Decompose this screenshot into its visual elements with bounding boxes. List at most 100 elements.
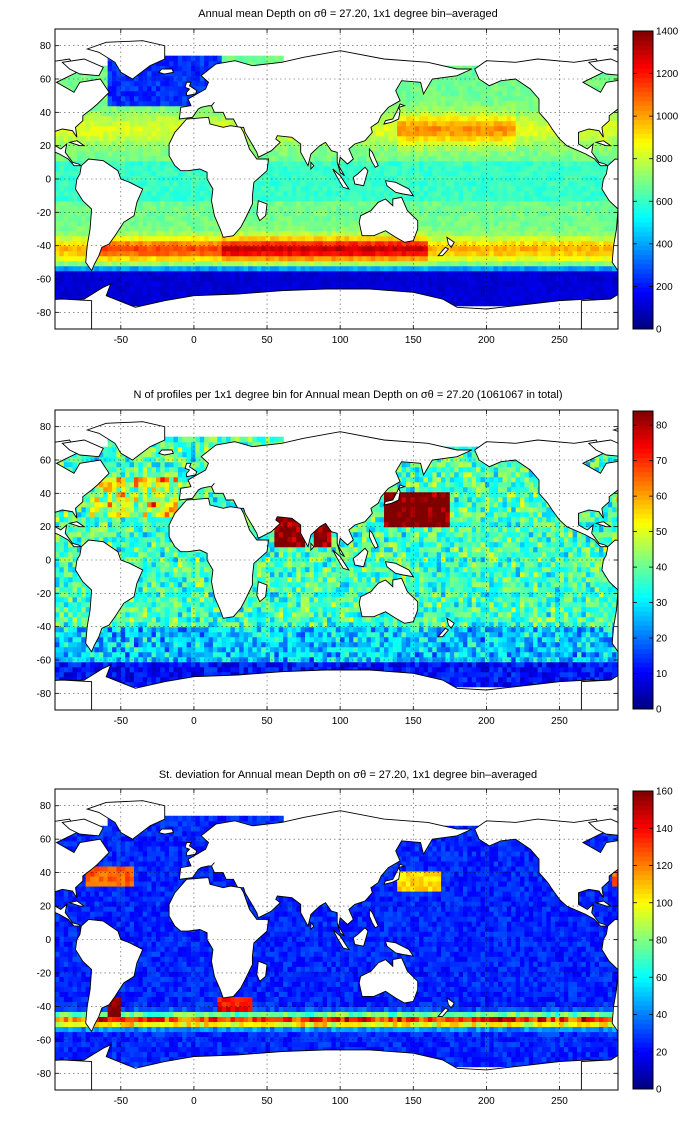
heat-cell (72, 275, 78, 282)
heat-cell (239, 260, 245, 267)
heat-cell (103, 95, 109, 102)
heat-cell (423, 175, 429, 182)
heat-cell (489, 245, 495, 252)
heat-cell (129, 155, 135, 162)
heat-cell (129, 120, 135, 127)
heat-cell (116, 160, 122, 167)
heat-cell (252, 285, 258, 292)
heat-cell (384, 265, 390, 272)
heat-cell (164, 180, 170, 187)
heat-cell (388, 160, 394, 167)
heat-cell (155, 255, 161, 262)
heat-cell (248, 225, 254, 232)
heat-cell (55, 205, 60, 212)
heat-cell (362, 185, 368, 192)
heat-cell (467, 85, 473, 92)
heat-cell (410, 205, 416, 212)
heat-cell (419, 95, 425, 102)
heat-cell (72, 210, 78, 217)
heat-cell (63, 270, 69, 277)
heat-cell (59, 235, 65, 242)
heat-cell (322, 155, 328, 162)
heat-cell (480, 120, 486, 127)
heat-cell (133, 290, 139, 297)
heat-cell (173, 110, 179, 117)
heat-cell (138, 180, 144, 187)
heat-cell (125, 285, 131, 292)
heat-cell (331, 170, 337, 177)
heat-cell (401, 285, 407, 292)
heat-cell (441, 190, 447, 197)
heat-cell (441, 265, 447, 272)
heat-cell (129, 260, 135, 267)
heat-cell (471, 75, 477, 82)
heat-cell (98, 265, 104, 272)
heat-cell (125, 110, 131, 117)
heat-cell (186, 180, 192, 187)
heat-cell (239, 225, 245, 232)
heat-cell (269, 255, 275, 262)
heat-cell (155, 115, 161, 122)
heat-cell (186, 175, 192, 182)
heat-cell (76, 275, 82, 282)
heat-cell (177, 260, 183, 267)
heat-cell (151, 75, 157, 82)
heat-cell (423, 285, 429, 292)
heat-cell (155, 105, 161, 112)
heat-cell (445, 100, 451, 107)
heat-cell (498, 230, 504, 237)
heat-cell (199, 250, 205, 257)
heat-cell (419, 240, 425, 247)
heat-cell (397, 125, 403, 132)
heat-cell (366, 250, 372, 257)
heat-cell (195, 275, 201, 282)
heat-cell (427, 285, 433, 292)
heat-cell (326, 280, 332, 287)
heat-cell (55, 140, 60, 147)
heat-cell (72, 215, 78, 222)
heat-cell (384, 230, 390, 237)
heat-cell (68, 240, 74, 247)
heat-cell (392, 255, 398, 262)
heat-cell (462, 170, 468, 177)
heat-cell (318, 155, 324, 162)
heat-cell (432, 185, 438, 192)
heat-cell (169, 270, 175, 277)
heat-cell (348, 260, 354, 267)
heat-cell (287, 230, 293, 237)
heat-cell (423, 165, 429, 172)
heat-cell (173, 225, 179, 232)
heat-cell (498, 200, 504, 207)
heat-cell (366, 245, 372, 252)
heat-cell (366, 280, 372, 287)
heat-cell (458, 100, 464, 107)
heat-cell (252, 200, 258, 207)
heat-cell (441, 235, 447, 242)
heat-cell (287, 135, 293, 142)
heat-cell (151, 115, 157, 122)
heat-cell (427, 125, 433, 132)
heat-cell (186, 290, 192, 297)
heat-cell (357, 200, 363, 207)
heat-cell (379, 140, 385, 147)
heat-cell (283, 210, 289, 217)
heat-cell (445, 145, 451, 152)
heat-cell (366, 260, 372, 267)
heat-cell (467, 275, 473, 282)
heat-cell (173, 235, 179, 242)
heat-cell (344, 190, 350, 197)
heat-cell (85, 110, 91, 117)
heat-cell (388, 285, 394, 292)
heat-cell (427, 140, 433, 147)
heat-cell (142, 220, 148, 227)
heat-cell (248, 220, 254, 227)
heat-cell (204, 195, 210, 202)
heat-cell (191, 260, 196, 267)
heat-cell (436, 125, 442, 132)
heat-cell (133, 130, 139, 137)
heat-cell (76, 205, 82, 212)
heat-cell (278, 275, 284, 282)
heat-cell (454, 265, 460, 272)
heat-cell (326, 155, 332, 162)
heat-cell (449, 275, 455, 282)
